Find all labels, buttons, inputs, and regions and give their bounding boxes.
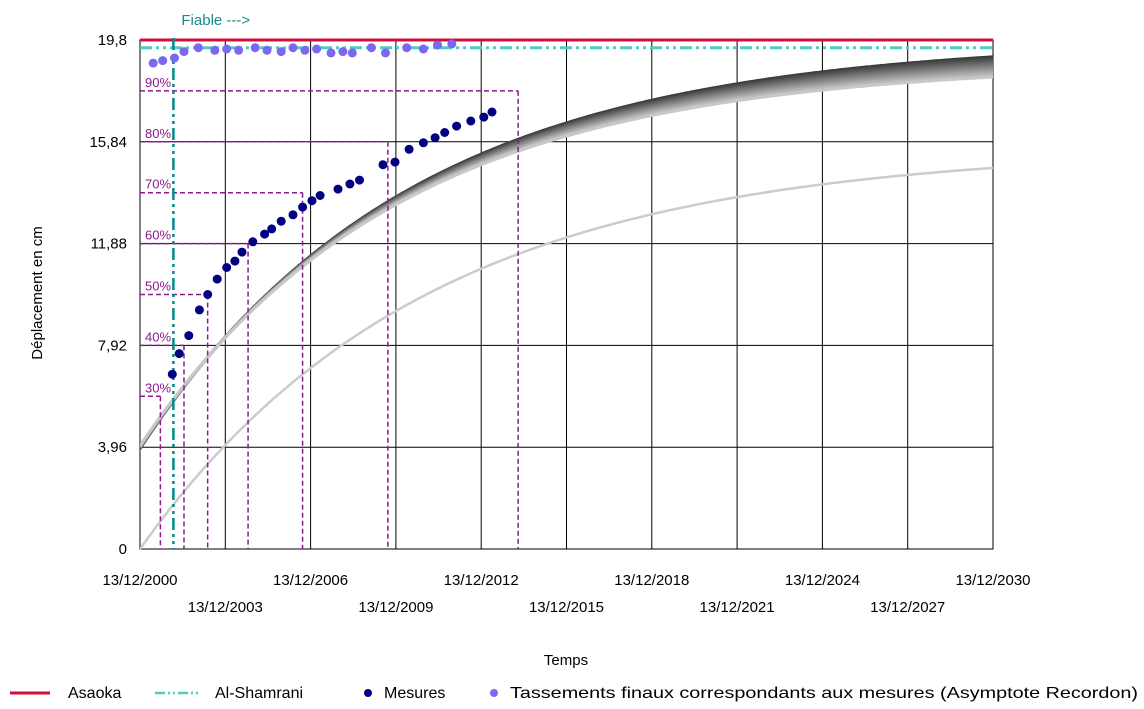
recordon-point-6 [210, 45, 220, 55]
x-tick-label: 13/12/2021 [700, 599, 775, 616]
recordon-point-21 [418, 44, 428, 54]
recordon-point-14 [312, 44, 322, 54]
mesure-point-4 [194, 305, 204, 315]
legend-asaoka-label: Asaoka [68, 685, 121, 702]
recordon-point-13 [300, 45, 310, 55]
mesure-point-2 [174, 349, 184, 359]
mesure-point-3 [184, 331, 194, 341]
percent-label-80: 80% [145, 126, 171, 141]
recordon-point-23 [447, 39, 457, 49]
x-tick-label: 13/12/2003 [188, 599, 263, 616]
x-tick-label: 13/12/2024 [785, 572, 860, 589]
percent-guides-layer: 30% 40% 50% 60% 70% 80% 90% [140, 75, 519, 549]
percent-label-30: 30% [145, 380, 171, 395]
percent-label-70: 70% [145, 177, 171, 192]
markers-layer [148, 39, 497, 379]
mesure-point-10 [248, 237, 258, 247]
y-tick-label: 3,96 [98, 439, 127, 456]
recordon-point-20 [402, 43, 412, 53]
percent-label-90: 90% [145, 75, 171, 90]
fitted-curve-12 [140, 75, 994, 447]
legend: Asaoka Al-Shamrani Mesures Tassements finau… [10, 685, 1138, 702]
x-tick-label: 13/12/2018 [614, 572, 689, 589]
recordon-point-7 [222, 44, 232, 54]
mesure-point-29 [479, 112, 489, 122]
x-tick-label: 13/12/2000 [102, 572, 177, 589]
recordon-point-9 [250, 43, 260, 53]
legend-mesures-swatch [364, 689, 372, 697]
recordon-point-3 [170, 53, 179, 63]
legend-recordon-label: Tassements finaux correspondants aux mes… [510, 685, 1138, 702]
recordon-point-22 [433, 40, 442, 50]
recordon-point-11 [276, 47, 286, 57]
mesure-point-13 [276, 216, 286, 226]
recordon-point-19 [381, 48, 390, 58]
recordon-point-4 [179, 47, 189, 57]
tick-labels-layer: 0 3,96 7,92 11,88 15,84 19,8 13/12/2000 13/12/2… [89, 32, 1030, 616]
recordon-point-8 [234, 45, 244, 55]
mesure-point-27 [452, 121, 462, 131]
mesure-point-25 [430, 133, 440, 143]
mesure-point-18 [333, 184, 343, 194]
reference-lines-layer [140, 38, 993, 549]
mesure-point-16 [307, 196, 317, 206]
recordon-point-15 [326, 48, 336, 58]
y-tick-label: 11,88 [91, 236, 127, 253]
mesure-point-7 [222, 263, 232, 272]
mesure-point-8 [230, 256, 240, 266]
y-tick-label: 0 [119, 541, 127, 558]
mesure-point-23 [404, 144, 414, 154]
fiable-annotation: Fiable ---> [181, 12, 250, 29]
x-tick-label: 13/12/2009 [358, 599, 433, 616]
x-tick-label: 13/12/2027 [870, 599, 945, 616]
recordon-point-12 [288, 43, 298, 53]
x-tick-label: 13/12/2030 [955, 572, 1030, 589]
mesure-point-6 [212, 274, 222, 284]
mesure-point-30 [487, 107, 497, 117]
light-curve-layer [140, 166, 994, 550]
x-axis-title: Temps [544, 652, 588, 669]
x-tick-label: 13/12/2015 [529, 599, 604, 616]
mesure-point-24 [418, 138, 428, 148]
y-axis-title: Déplacement en cm [29, 226, 46, 359]
mesure-point-22 [390, 157, 400, 167]
y-tick-label: 7,92 [98, 337, 127, 354]
mesure-point-19 [345, 179, 355, 189]
x-tick-label: 13/12/2006 [273, 572, 348, 589]
mesure-point-20 [355, 175, 364, 185]
mesure-point-21 [378, 160, 388, 170]
recordon-point-10 [262, 45, 272, 55]
percent-label-40: 40% [145, 329, 171, 344]
mesure-point-17 [315, 191, 325, 200]
mesure-point-15 [298, 202, 308, 212]
recordon-point-2 [158, 56, 168, 66]
percent-label-60: 60% [145, 228, 171, 243]
mesure-point-1 [167, 369, 177, 379]
y-tick-label: 15,84 [89, 134, 127, 151]
recordon-point-17 [347, 48, 357, 58]
legend-al-shamrani-label: Al-Shamrani [215, 685, 303, 702]
mesure-point-12 [267, 224, 277, 234]
y-tick-label: 19,8 [98, 32, 127, 49]
light-fitted-curve [140, 166, 994, 550]
mesure-point-28 [466, 116, 476, 126]
legend-mesures-label: Mesures [384, 685, 445, 702]
recordon-point-1 [148, 58, 158, 68]
mesure-point-5 [203, 290, 213, 299]
mesure-point-14 [288, 210, 298, 220]
mesure-point-11 [260, 229, 270, 239]
fitted-curves-layer [140, 55, 994, 450]
x-tick-label: 13/12/2012 [444, 572, 519, 589]
recordon-point-5 [193, 43, 203, 53]
recordon-point-18 [366, 43, 376, 53]
mesure-point-26 [440, 128, 450, 137]
percent-label-50: 50% [145, 279, 171, 294]
mesure-point-9 [237, 247, 247, 257]
recordon-point-16 [338, 47, 348, 57]
legend-recordon-swatch [490, 689, 498, 697]
